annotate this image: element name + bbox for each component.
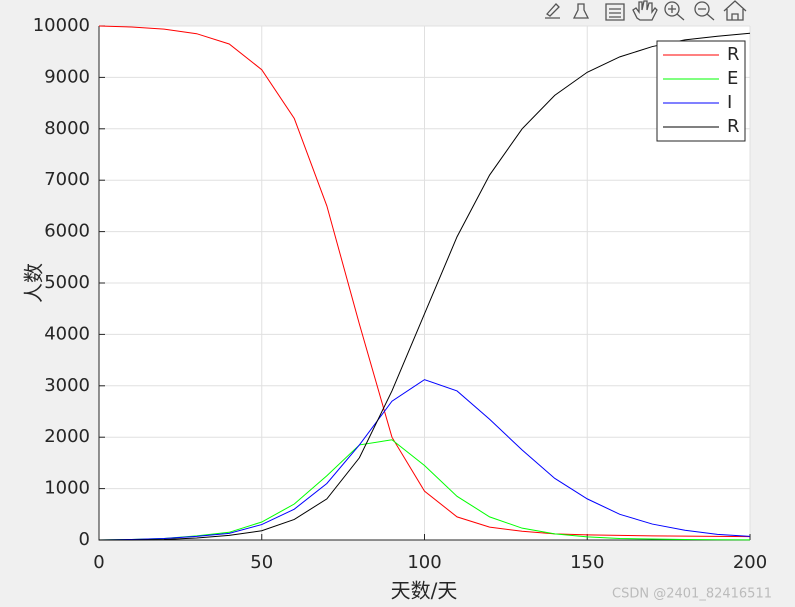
legend-label: R: [727, 116, 740, 137]
toolbar-zoom-in-icon[interactable]: [664, 1, 680, 17]
series-line: [98, 25, 751, 538]
y-tick-label: 2000: [44, 426, 90, 447]
y-tick-label: 3000: [44, 375, 90, 396]
legend-label: I: [727, 92, 732, 113]
x-axis-label: 天数/天: [391, 579, 458, 603]
y-tick-label: 9000: [44, 66, 90, 87]
x-tick-label: 50: [250, 552, 273, 573]
y-tick-label: 10000: [33, 15, 90, 36]
toolbar-pan-icon[interactable]: [632, 0, 658, 21]
x-tick-label: 0: [93, 552, 104, 573]
plot: 0100020003000400050006000700080009000100…: [33, 15, 767, 573]
y-tick-label: 7000: [44, 169, 90, 190]
x-tick-label: 200: [733, 552, 767, 573]
toolbar-edit-icon[interactable]: [545, 3, 560, 19]
y-tick-label: 6000: [44, 221, 90, 242]
legend-label: R: [727, 44, 740, 65]
toolbar-datatip-icon[interactable]: [605, 3, 625, 21]
x-tick-label: 150: [570, 552, 604, 573]
y-tick-label: 8000: [44, 118, 90, 139]
x-tick-label: 100: [407, 552, 441, 573]
legend-label: E: [727, 68, 738, 89]
watermark: CSDN @2401_82416511: [612, 587, 772, 602]
y-tick-label: 0: [79, 529, 90, 550]
y-tick-label: 5000: [44, 272, 90, 293]
y-tick-label: 1000: [44, 478, 90, 499]
legend-box: [656, 40, 746, 142]
series-line: [99, 32, 751, 541]
toolbar-zoom-out-icon[interactable]: [694, 1, 710, 17]
series-line: [98, 439, 751, 541]
series-line: [98, 379, 751, 541]
toolbar-brush-icon[interactable]: [572, 3, 590, 19]
toolbar[interactable]: [543, 0, 747, 21]
y-axis-label: 人数: [22, 263, 46, 303]
toolbar-home-icon[interactable]: [723, 0, 747, 21]
y-tick-label: 4000: [44, 323, 90, 344]
